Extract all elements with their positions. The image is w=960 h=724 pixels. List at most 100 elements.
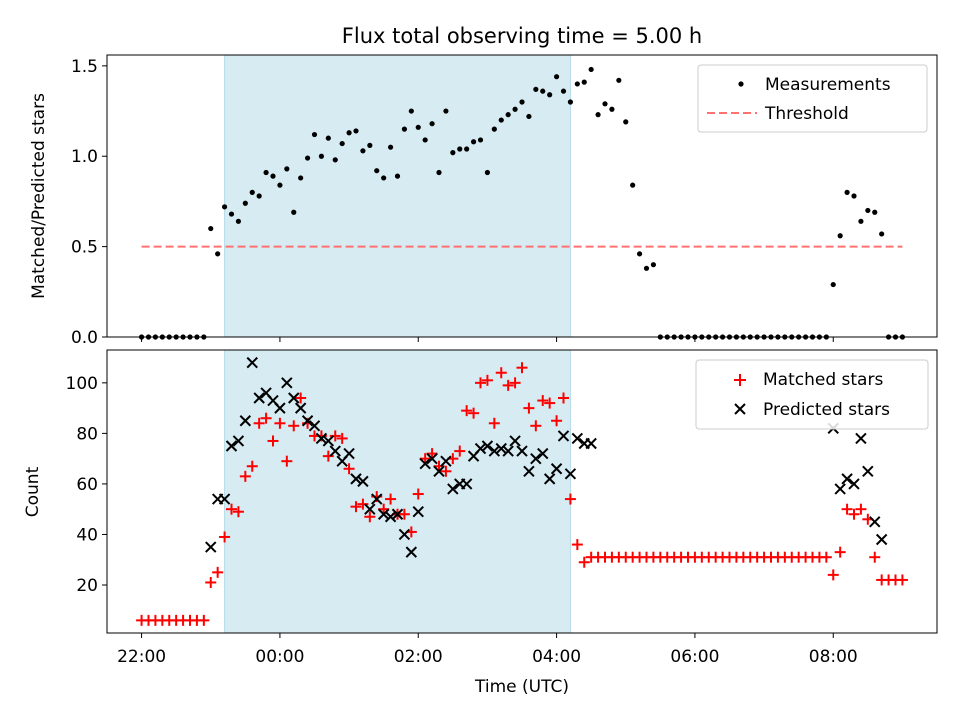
predicted-cross-b <box>301 415 314 427</box>
matched-star-point <box>295 392 307 404</box>
predicted-star-point <box>862 465 874 477</box>
matched-star-point <box>537 395 549 407</box>
predicted-star-point <box>364 503 376 515</box>
matched-star-point <box>212 566 224 578</box>
predicted-star-point <box>239 415 252 427</box>
measurement-point <box>505 112 511 118</box>
predicted-star-point <box>869 516 881 528</box>
matched-star-point <box>495 367 507 379</box>
predicted-star-point <box>841 473 853 485</box>
matched-star-point <box>544 397 556 409</box>
measurement-point <box>304 155 311 161</box>
measurement-point <box>623 119 629 125</box>
predicted-cross-b <box>377 508 390 520</box>
predicted-star-point <box>426 452 438 465</box>
measurement-point <box>484 169 491 176</box>
predicted-star-point <box>412 506 424 518</box>
predicted-cross-b <box>218 493 231 505</box>
measurement-point <box>567 99 574 105</box>
measurement-point <box>512 106 518 112</box>
predicted-star-point <box>301 415 314 427</box>
predicted-star-point <box>308 420 321 432</box>
matched-star-point <box>288 420 300 432</box>
bottom-shaded-span <box>224 349 571 634</box>
top-y-axis-label: Matched/Predicted stars <box>29 93 49 299</box>
top-x-ticks <box>141 337 834 342</box>
predicted-cross-b <box>516 445 528 457</box>
x-tick-label: 00:00 <box>255 647 304 667</box>
measurement-point <box>318 153 325 159</box>
predicted-cross-b <box>225 440 238 452</box>
predicted-cross-b <box>481 440 494 452</box>
predicted-star-points <box>205 356 888 558</box>
matched-star-point <box>468 407 480 419</box>
measurement-point <box>498 117 504 123</box>
measurement-point <box>325 135 331 141</box>
matched-star-point <box>239 470 251 482</box>
predicted-cross-b <box>433 465 445 477</box>
x-tick-label: 02:00 <box>394 647 443 667</box>
predicted-star-point <box>288 392 300 404</box>
predicted-star-point <box>564 468 577 480</box>
predicted-cross-b <box>841 473 853 485</box>
measurement-point <box>450 150 456 156</box>
measurement-point <box>284 166 290 172</box>
predicted-star-point <box>460 478 473 490</box>
measurement-point <box>574 81 580 87</box>
measurement-point <box>367 142 373 148</box>
predicted-star-point <box>550 463 563 475</box>
matched-star-point <box>336 432 348 444</box>
measurement-point <box>332 157 338 163</box>
predicted-star-point <box>294 402 307 414</box>
x-axis-label: Time (UTC) <box>474 677 569 697</box>
measurement-point <box>422 137 428 143</box>
predicted-star-point <box>834 483 846 495</box>
measurement-point <box>235 218 242 224</box>
matched-star-point <box>841 503 853 515</box>
predicted-cross-b <box>440 455 452 467</box>
measurement-point <box>851 193 857 199</box>
predicted-star-point <box>495 442 507 455</box>
predicted-star-point <box>848 478 860 490</box>
matched-star-point <box>454 445 466 457</box>
measurement-point <box>339 140 345 147</box>
predicted-cross-b <box>288 392 300 404</box>
top-legend: Measurements Threshold <box>697 64 928 133</box>
measurement-point <box>609 106 615 112</box>
chart-title: Flux total observing time = 5.00 h <box>342 24 702 48</box>
shaded-span-rect <box>224 349 571 634</box>
predicted-star-point <box>537 447 549 460</box>
bottom-y-ticks: 20 40 60 80 100 <box>66 374 107 596</box>
legend-matched-marker <box>734 374 746 386</box>
predicted-cross-b <box>557 430 570 442</box>
predicted-cross-b <box>571 432 584 445</box>
measurement-point <box>436 169 442 176</box>
matched-star-point <box>357 498 369 510</box>
bottom-legend-box <box>695 359 929 430</box>
predicted-cross-b <box>543 473 556 485</box>
bottom-y-tick-label: 20 <box>76 576 98 596</box>
predicted-cross-b <box>322 435 335 447</box>
measurement-point <box>519 99 525 105</box>
top-y-tick-label: 0.0 <box>71 328 98 348</box>
x-tick-label: 22:00 <box>117 647 166 667</box>
predicted-cross-b <box>205 541 217 553</box>
measurement-point <box>263 169 269 176</box>
top-y-tick-label: 1.0 <box>71 147 98 167</box>
predicted-star-point <box>488 445 501 457</box>
matched-star-point <box>475 377 486 389</box>
measurement-point <box>533 86 539 92</box>
matched-star-point <box>481 374 493 386</box>
matched-star-point <box>461 405 473 417</box>
predicted-cross-b <box>371 493 383 505</box>
measurement-point <box>346 130 352 136</box>
bottom-y-axis-label: Count <box>23 466 43 517</box>
x-tick-label: 08:00 <box>809 647 858 667</box>
measurement-point <box>228 211 235 217</box>
measurement-point <box>277 182 283 188</box>
measurement-point <box>374 168 380 174</box>
predicted-cross-b <box>447 483 459 495</box>
predicted-star-point <box>329 445 341 457</box>
predicted-star-point <box>232 435 245 447</box>
